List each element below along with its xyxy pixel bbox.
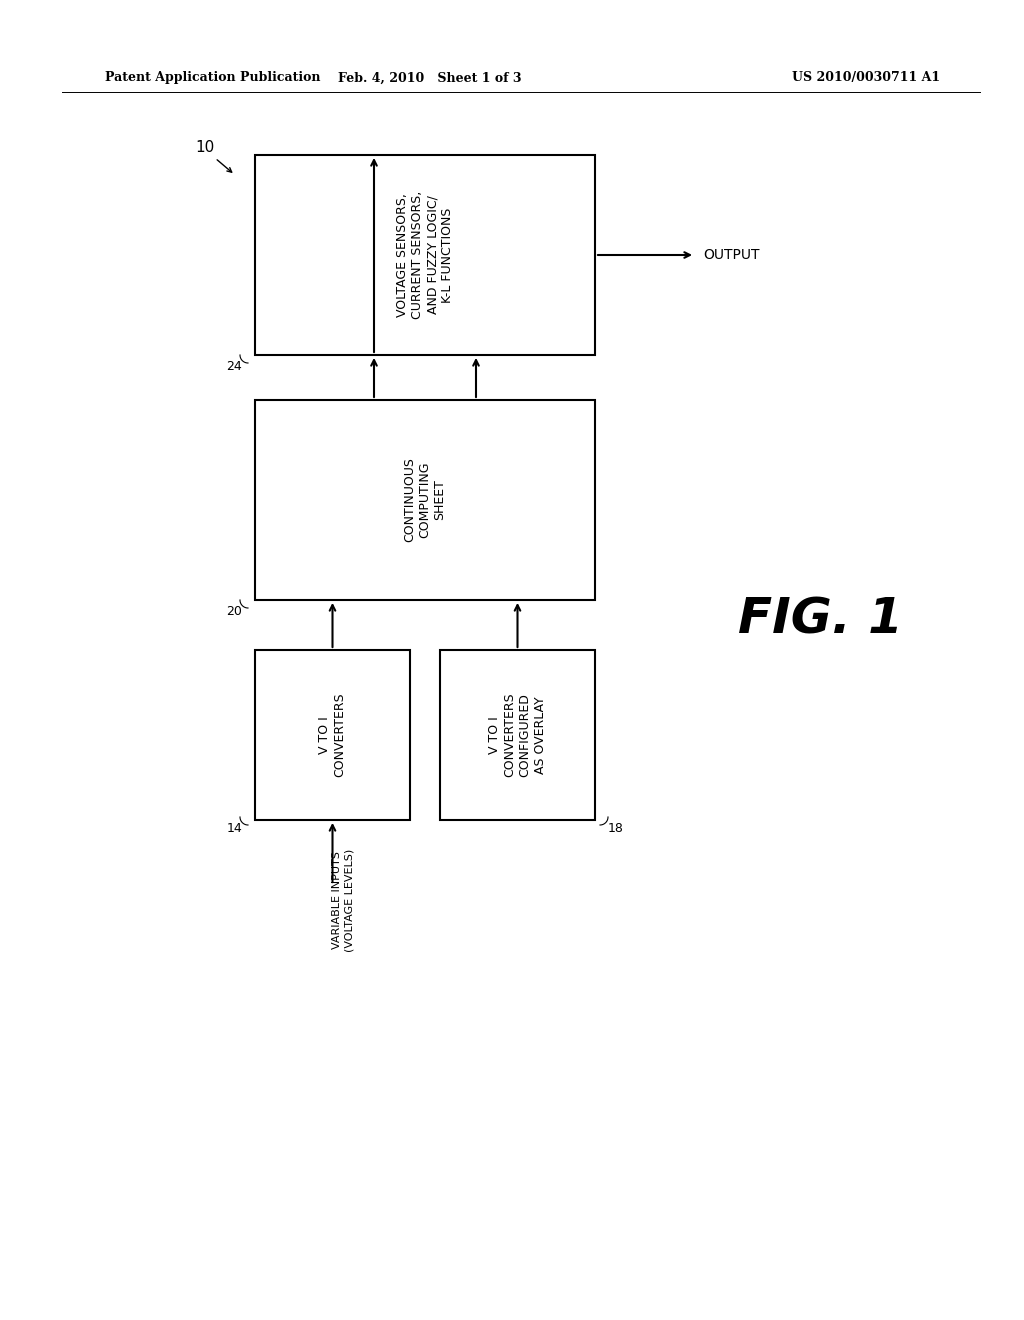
Text: 18: 18 — [608, 822, 624, 836]
Text: 24: 24 — [226, 360, 242, 374]
Text: VARIABLE INPUTS
(VOLTAGE LEVELS): VARIABLE INPUTS (VOLTAGE LEVELS) — [333, 849, 354, 952]
Text: 20: 20 — [226, 605, 242, 618]
Text: 14: 14 — [226, 822, 242, 836]
Text: OUTPUT: OUTPUT — [703, 248, 760, 261]
Text: Feb. 4, 2010   Sheet 1 of 3: Feb. 4, 2010 Sheet 1 of 3 — [338, 71, 522, 84]
Text: Patent Application Publication: Patent Application Publication — [105, 71, 321, 84]
Bar — [440, 649, 595, 820]
Bar — [255, 400, 595, 601]
Bar — [255, 154, 595, 355]
Text: VOLTAGE SENSORS,
CURRENT SENSORS,
AND FUZZY LOGIC/
K-L FUNCTIONS: VOLTAGE SENSORS, CURRENT SENSORS, AND FU… — [396, 191, 454, 319]
Text: V TO I
CONVERTERS: V TO I CONVERTERS — [318, 693, 346, 777]
Text: CONTINUOUS
COMPUTING
SHEET: CONTINUOUS COMPUTING SHEET — [403, 458, 446, 543]
Text: FIG. 1: FIG. 1 — [737, 597, 902, 644]
Bar — [255, 649, 410, 820]
Text: 10: 10 — [196, 140, 215, 156]
Text: V TO I
CONVERTERS
CONFIGURED
AS OVERLAY: V TO I CONVERTERS CONFIGURED AS OVERLAY — [488, 693, 547, 777]
Text: US 2010/0030711 A1: US 2010/0030711 A1 — [792, 71, 940, 84]
